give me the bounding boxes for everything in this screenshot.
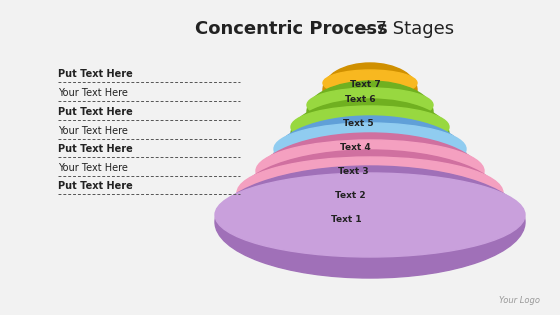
Ellipse shape <box>215 166 525 278</box>
Text: Text 5: Text 5 <box>343 119 374 128</box>
Ellipse shape <box>274 116 466 196</box>
Text: Put Text Here: Put Text Here <box>58 69 133 79</box>
Ellipse shape <box>256 133 484 223</box>
Text: Text 6: Text 6 <box>345 95 376 104</box>
Ellipse shape <box>307 88 433 122</box>
Text: – 7 Stages: – 7 Stages <box>355 20 454 38</box>
Text: Concentric Process: Concentric Process <box>195 20 388 38</box>
Text: Put Text Here: Put Text Here <box>58 180 133 191</box>
Ellipse shape <box>256 140 484 202</box>
Ellipse shape <box>291 106 449 148</box>
Text: Text 7: Text 7 <box>350 80 381 89</box>
Ellipse shape <box>307 81 433 143</box>
Text: Put Text Here: Put Text Here <box>58 107 133 117</box>
Text: Text 3: Text 3 <box>338 167 368 176</box>
Ellipse shape <box>323 63 417 117</box>
Text: Your Logo: Your Logo <box>499 296 540 305</box>
Ellipse shape <box>291 99 449 169</box>
Text: Your Text Here: Your Text Here <box>58 126 128 136</box>
Text: Your Text Here: Your Text Here <box>58 163 128 173</box>
Ellipse shape <box>274 123 466 175</box>
Text: Text 4: Text 4 <box>340 143 371 152</box>
Ellipse shape <box>237 150 503 250</box>
Text: Text 1: Text 1 <box>332 215 362 224</box>
Text: Text 2: Text 2 <box>335 191 365 200</box>
Text: Put Text Here: Put Text Here <box>58 144 133 154</box>
Ellipse shape <box>237 157 503 229</box>
Ellipse shape <box>323 70 417 96</box>
Text: Your Text Here: Your Text Here <box>58 88 128 98</box>
Ellipse shape <box>215 173 525 257</box>
